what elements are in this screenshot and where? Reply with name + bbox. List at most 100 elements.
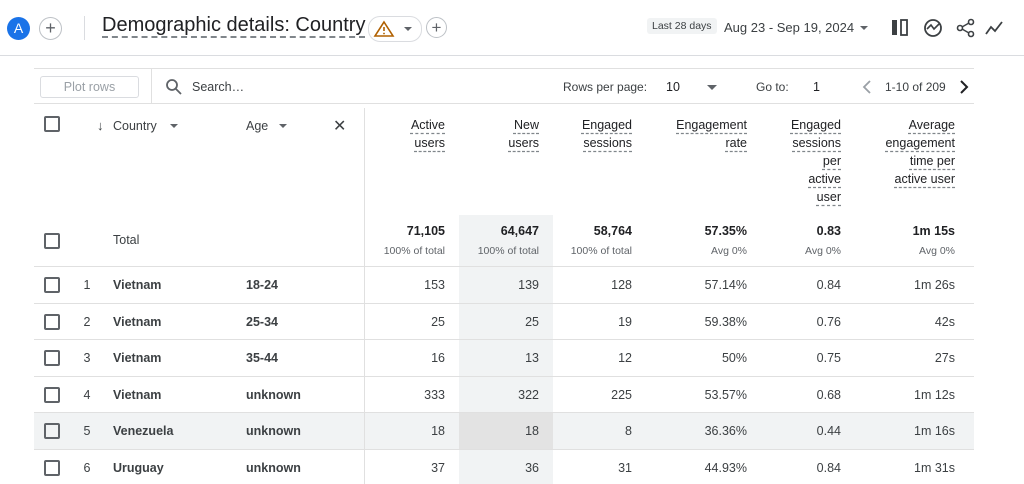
metric-value: 8 (625, 424, 632, 438)
dimension-menu[interactable] (279, 124, 287, 128)
metric-value: 0.68 (816, 387, 841, 402)
toolbar-bottom (34, 103, 974, 104)
total-note: 100% of total (570, 245, 632, 257)
total-value: 71,105 (406, 224, 445, 238)
metric-header[interactable]: Engaged sessions (581, 118, 632, 150)
metric-value: 0.76 (816, 314, 841, 329)
avatar[interactable]: A (7, 17, 30, 40)
metric-value: 50% (721, 351, 747, 365)
date-label: Last 28 days (647, 18, 717, 34)
total-value: 64,647 (500, 224, 539, 238)
goto-label: Go to: (756, 80, 789, 94)
warning-chip[interactable] (368, 16, 422, 42)
metric-value: 16 (431, 351, 445, 365)
age: unknown (246, 387, 301, 402)
metric-value: 225 (611, 387, 632, 402)
row-index: 5 (83, 424, 91, 438)
age: 18-24 (246, 278, 278, 292)
metric-value: 27s (934, 351, 955, 365)
country[interactable]: Uruguay (113, 460, 164, 475)
age: 35-44 (246, 351, 278, 365)
search-icon (166, 79, 182, 95)
row-index: 6 (83, 460, 91, 475)
row-checkbox[interactable] (44, 350, 60, 366)
dimension-menu[interactable] (170, 124, 178, 128)
metric-value: 333 (424, 387, 445, 402)
metric-value: 0.75 (816, 351, 841, 365)
column-divider (364, 108, 365, 484)
dimension-header[interactable]: Country (113, 119, 157, 133)
metric-header[interactable]: New users (508, 118, 539, 150)
total-label: Total (113, 233, 140, 247)
metric-value: 59.38% (704, 314, 747, 329)
header-border (0, 55, 1024, 56)
country[interactable]: Vietnam (113, 387, 162, 402)
row-checkbox[interactable] (44, 459, 60, 476)
add-button[interactable]: + (426, 17, 447, 38)
row-checkbox[interactable] (44, 277, 60, 293)
metric-value: 42s (934, 314, 955, 329)
metric-value: 1m 16s (914, 424, 955, 438)
goto-input[interactable]: 1 (813, 80, 820, 94)
metric-value: 37 (431, 460, 445, 475)
metric-header[interactable]: Active users (410, 118, 445, 150)
warning-icon (373, 20, 412, 37)
metric-value: 53.57% (704, 387, 747, 402)
header-icons[interactable] (855, 16, 1005, 40)
metric-value: 36.36% (704, 424, 747, 438)
metric-value: 0.84 (816, 278, 841, 292)
total-note: Avg 0% (919, 245, 955, 257)
remove-dimension[interactable]: ✕ (333, 118, 347, 135)
metric-value: 13 (525, 351, 539, 365)
sort-arrow[interactable]: ↓ (97, 118, 104, 133)
rows-per-page[interactable]: 10 (666, 80, 680, 94)
total-checkbox[interactable] (44, 233, 60, 249)
report-title[interactable]: Demographic details: Country (102, 14, 366, 36)
metric-value: 153 (424, 278, 445, 292)
divider (84, 16, 85, 40)
row-border (34, 302, 974, 304)
metric-value: 0.84 (816, 460, 841, 475)
select-all-checkbox[interactable] (44, 116, 60, 132)
dropdown-arrow[interactable] (706, 82, 718, 92)
total-note: Avg 0% (805, 245, 841, 257)
plot-rows-button[interactable]: Plot rows (40, 76, 139, 98)
total-value: 1m 15s (912, 224, 955, 238)
pagination: 1-10 of 209 (885, 80, 946, 94)
rows-per-page-label: Rows per page: (563, 80, 648, 94)
metric-value: 57.14% (704, 278, 747, 292)
age: 25-34 (246, 314, 278, 329)
age: unknown (246, 424, 301, 438)
metric-value: 0.44 (816, 424, 841, 438)
row-index: 2 (83, 314, 91, 329)
next-page[interactable] (958, 79, 970, 95)
metric-value: 128 (611, 278, 632, 292)
metric-value: 19 (618, 314, 632, 329)
country[interactable]: Vietnam (113, 278, 162, 292)
total-note: Avg 0% (711, 245, 747, 257)
country[interactable]: Vietnam (113, 351, 162, 365)
dimension-header[interactable]: Age (246, 119, 269, 133)
total-value: 58,764 (593, 224, 632, 238)
total-value: 57.35% (704, 224, 747, 238)
add-comparison[interactable]: + (39, 17, 62, 40)
row-border (34, 375, 974, 377)
date-range[interactable]: Aug 23 - Sep 19, 2024 (724, 20, 855, 35)
row-checkbox[interactable] (44, 386, 60, 403)
metric-value: 18 (525, 424, 539, 438)
row-checkbox[interactable] (44, 423, 60, 439)
search-input[interactable]: Search… (192, 80, 245, 94)
row-checkbox[interactable] (44, 313, 60, 330)
metric-value: 31 (618, 460, 632, 475)
prev-page[interactable] (861, 79, 873, 95)
metric-header[interactable]: Average engagement time per active user (885, 118, 955, 186)
metric-value: 25 (431, 314, 445, 329)
country[interactable]: Vietnam (113, 314, 162, 329)
metric-value: 139 (518, 278, 539, 292)
metric-value: 44.93% (704, 460, 747, 475)
row-border (34, 448, 974, 450)
country[interactable]: Venezuela (113, 424, 174, 438)
metric-value: 1m 26s (914, 278, 955, 292)
metric-header[interactable]: Engagement rate (676, 118, 747, 150)
metric-header[interactable]: Engaged sessions per active user (790, 118, 841, 204)
